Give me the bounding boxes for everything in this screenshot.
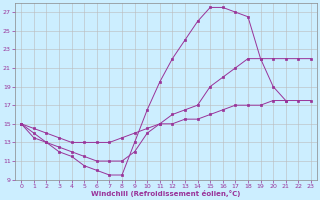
X-axis label: Windchill (Refroidissement éolien,°C): Windchill (Refroidissement éolien,°C): [92, 190, 241, 197]
